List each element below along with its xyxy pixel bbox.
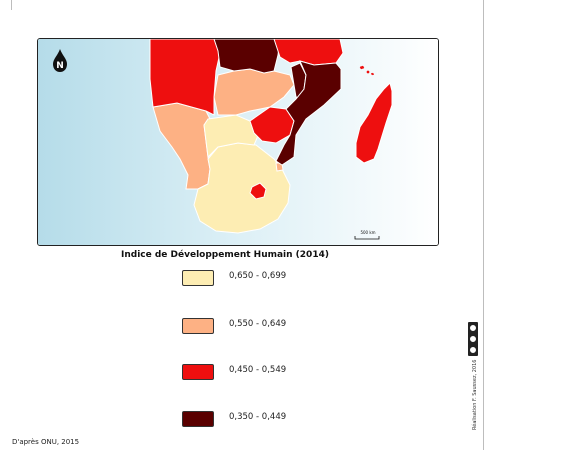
legend-swatch — [182, 270, 214, 286]
legend-label: 0,450 - 0,549 — [229, 365, 287, 375]
country-lesotho — [249, 182, 267, 200]
north-label: N — [56, 61, 64, 71]
country-comoros — [359, 65, 375, 76]
country-angola — [149, 39, 225, 116]
legend-label: 0,550 - 0,649 — [229, 319, 287, 329]
legend-title: Indice de Développement Humain (2014) — [121, 250, 329, 260]
legend-label: 0,650 - 0,699 — [229, 271, 287, 281]
frame-line-right — [483, 0, 484, 450]
scale-bar: 500 km — [354, 230, 380, 240]
scale-label: 500 km — [360, 230, 375, 235]
country-drc — [213, 39, 281, 74]
southern-africa-map: N 500 km — [38, 39, 438, 245]
legend-swatch — [182, 318, 214, 334]
country-mozambique — [275, 60, 342, 166]
legend-label: 0,350 - 0,449 — [229, 412, 287, 422]
legend-swatch — [182, 364, 214, 380]
country-botswana — [203, 114, 261, 159]
country-south-africa — [193, 142, 291, 234]
frame-line-left — [11, 0, 12, 10]
map-frame: N 500 km — [37, 38, 439, 246]
north-arrow-icon: N — [53, 49, 67, 72]
source-note: D'après ONU, 2015 — [12, 438, 80, 446]
cc-by-nc-sa-icon — [468, 322, 478, 356]
country-madagascar — [355, 82, 393, 164]
credit-note: Réalisation F. Saussez, 2016 — [472, 359, 478, 430]
legend-swatch — [182, 411, 214, 427]
